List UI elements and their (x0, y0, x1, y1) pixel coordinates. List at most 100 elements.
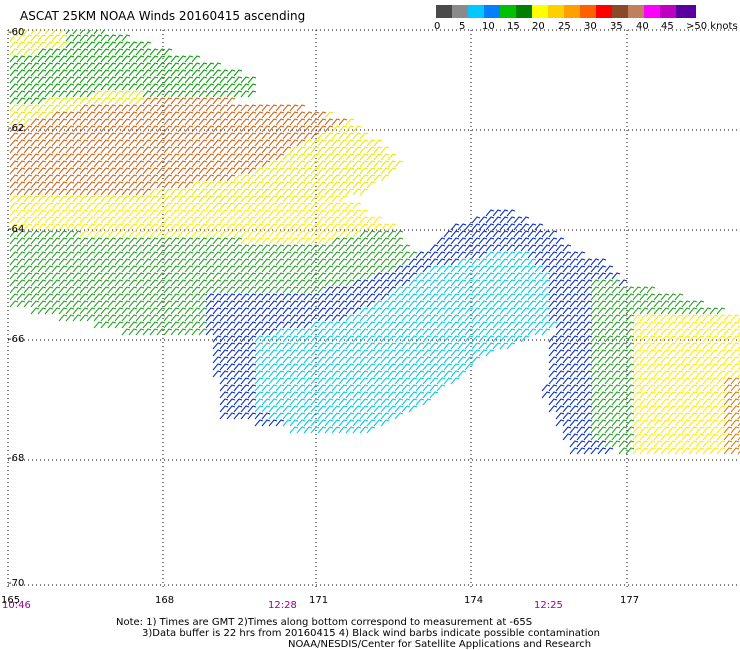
wind-barb (30, 97, 40, 105)
wind-barb (583, 426, 593, 434)
wind-barb (163, 97, 173, 105)
wind-barb (37, 41, 47, 49)
wind-barb (366, 258, 376, 266)
wind-barb (247, 125, 257, 133)
time-label: 12:25 (534, 600, 563, 611)
wind-barb (128, 167, 138, 175)
wind-barb (121, 209, 131, 217)
wind-barb (688, 370, 698, 378)
wind-barb (170, 244, 180, 252)
wind-barb (303, 398, 313, 406)
wind-barb (569, 342, 579, 350)
wind-barb (485, 286, 495, 294)
wind-barb (352, 237, 362, 245)
wind-barb (177, 209, 187, 217)
wind-barb (632, 335, 642, 343)
wind-barb (44, 181, 54, 189)
wind-barb (51, 97, 61, 105)
wind-barb (401, 272, 411, 280)
wind-barb (79, 118, 89, 126)
wind-barb (198, 76, 208, 84)
wind-barb (30, 83, 40, 91)
wind-barb (597, 440, 607, 448)
wind-barb (44, 97, 54, 105)
wind-barb (114, 41, 124, 49)
wind-barb (51, 34, 61, 42)
wind-barb (604, 391, 614, 399)
wind-barb (373, 370, 383, 378)
wind-barb (380, 321, 390, 329)
wind-barb (23, 62, 33, 70)
wind-barb (149, 76, 159, 84)
wind-barb (499, 230, 509, 238)
wind-barb (569, 349, 579, 357)
wind-barb (352, 216, 362, 224)
wind-barb (100, 230, 110, 238)
wind-barb (198, 181, 208, 189)
wind-barb (457, 258, 467, 266)
wind-barb (93, 69, 103, 77)
wind-barb (310, 405, 320, 413)
wind-barb (128, 216, 138, 224)
wind-barb (611, 405, 621, 413)
wind-barb (387, 244, 397, 252)
wind-barb (695, 391, 705, 399)
wind-barb (310, 195, 320, 203)
wind-barb (23, 244, 33, 252)
wind-barb (310, 293, 320, 301)
wind-barb (709, 307, 719, 315)
wind-barb (240, 272, 250, 280)
wind-barb (632, 286, 642, 294)
wind-barb (604, 321, 614, 329)
wind-barb (261, 146, 271, 154)
wind-barb (436, 286, 446, 294)
wind-barb (478, 223, 488, 231)
wind-barb (373, 398, 383, 406)
wind-barb (107, 258, 117, 266)
wind-barb (681, 314, 691, 322)
wind-barb (142, 174, 152, 182)
wind-barb (674, 314, 684, 322)
wind-barb (114, 286, 124, 294)
wind-barb (667, 405, 677, 413)
wind-barb (37, 202, 47, 210)
wind-barb (114, 307, 124, 315)
wind-barb (261, 139, 271, 147)
wind-barb (310, 209, 320, 217)
wind-barb (352, 174, 362, 182)
wind-barb (16, 62, 26, 70)
wind-barb (72, 258, 82, 266)
wind-barb (254, 118, 264, 126)
wind-barb (240, 174, 250, 182)
wind-barb (233, 328, 243, 336)
wind-barb (163, 223, 173, 231)
wind-barb (660, 363, 670, 371)
wind-barb (240, 118, 250, 126)
wind-barb (457, 286, 467, 294)
wind-barb (212, 202, 222, 210)
wind-barb (317, 314, 327, 322)
wind-barb (555, 237, 565, 245)
wind-barb (86, 174, 96, 182)
wind-barb (44, 118, 54, 126)
wind-barb (478, 328, 488, 336)
wind-barb (226, 251, 236, 259)
wind-barb (366, 342, 376, 350)
wind-barb (338, 132, 348, 140)
wind-barb (527, 237, 537, 245)
wind-barb (464, 251, 474, 259)
wind-barb (268, 174, 278, 182)
wind-barb (282, 321, 292, 329)
wind-barb (107, 209, 117, 217)
wind-barb (716, 377, 726, 385)
wind-barb (16, 139, 26, 147)
wind-barb (730, 321, 740, 329)
wind-barb (177, 104, 187, 112)
wind-barb (233, 230, 243, 238)
wind-barb (9, 76, 19, 84)
wind-barb (338, 426, 348, 434)
wind-barb (583, 405, 593, 413)
wind-barb (107, 321, 117, 329)
wind-barb (345, 419, 355, 427)
wind-barb (58, 62, 68, 70)
